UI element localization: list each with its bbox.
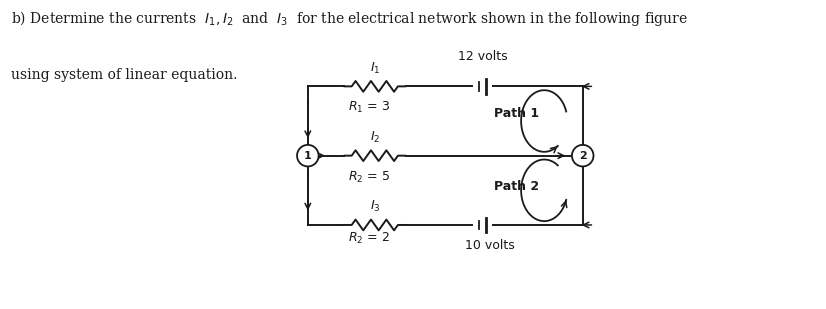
Text: 2: 2 (579, 151, 586, 161)
Text: $I_2$: $I_2$ (370, 130, 380, 145)
Text: 10 volts: 10 volts (465, 239, 515, 252)
Text: $R_1$ = 3: $R_1$ = 3 (348, 100, 390, 115)
Text: 12 volts: 12 volts (458, 50, 507, 63)
Text: Path 1: Path 1 (494, 107, 539, 120)
Text: $R_2$ = 2: $R_2$ = 2 (348, 231, 390, 246)
Text: using system of linear equation.: using system of linear equation. (11, 68, 237, 82)
Text: 1: 1 (304, 151, 311, 161)
Text: b) Determine the currents  $I_1, I_2$  and  $I_3$  for the electrical network sh: b) Determine the currents $I_1, I_2$ and… (11, 9, 687, 28)
Text: $I_1$: $I_1$ (369, 61, 380, 76)
Text: $R_2$ = 5: $R_2$ = 5 (348, 170, 390, 184)
Circle shape (297, 145, 319, 167)
Circle shape (572, 145, 594, 167)
Text: Path 2: Path 2 (494, 180, 539, 193)
Text: $I_3$: $I_3$ (369, 199, 380, 214)
